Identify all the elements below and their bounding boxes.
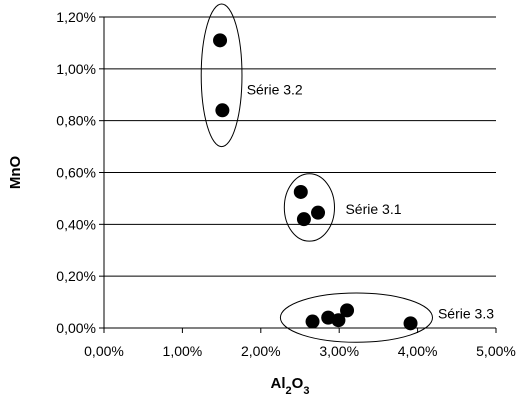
series-ellipse-2 [279, 292, 433, 343]
series-label-2: Série 3.3 [438, 306, 494, 322]
y-tick-label-5: 1,00% [56, 61, 96, 77]
y-tick-label-1: 0,20% [56, 268, 96, 284]
series-ellipse-1 [283, 173, 335, 242]
data-point-1-1 [311, 205, 326, 220]
data-point-0-1 [215, 103, 230, 118]
data-point-0-0 [213, 33, 228, 48]
x-axis-title: Al2O3 [271, 375, 310, 396]
data-point-1-2 [296, 212, 311, 227]
x-tick-label-5: 5,00% [476, 343, 516, 359]
y-axis-title: MnO [7, 156, 24, 190]
series-label-0: Série 3.2 [247, 82, 303, 98]
data-point-2-4 [403, 316, 418, 331]
x-tick-label-0: 0,00% [84, 343, 124, 359]
series-labels: Série 3.2 Série 3.1 Série 3.3 [247, 82, 495, 322]
y-tick-label-6: 1,20% [56, 9, 96, 25]
series-ellipses [200, 3, 433, 343]
y-tick-label-2: 0,40% [56, 216, 96, 232]
y-tick-label-0: 0,00% [56, 320, 96, 336]
x-axis-tick-labels: 0,00% 1,00% 2,00% 3,00% 4,00% 5,00% [84, 343, 516, 359]
series-label-1: Série 3.1 [345, 201, 401, 217]
y-tick-label-3: 0,60% [56, 165, 96, 181]
data-point-2-0 [305, 314, 320, 329]
data-point-2-3 [340, 303, 355, 318]
y-tick-label-4: 0,80% [56, 113, 96, 129]
data-points [213, 33, 418, 331]
x-tick-label-4: 4,00% [398, 343, 438, 359]
data-point-1-0 [293, 184, 308, 199]
x-tick-label-3: 3,00% [319, 343, 359, 359]
gridlines [99, 16, 497, 333]
series-ellipse-0 [200, 3, 243, 148]
x-tick-label-1: 1,00% [163, 343, 203, 359]
x-tick-label-2: 2,00% [241, 343, 281, 359]
y-axis-tick-labels: 0,00% 0,20% 0,40% 0,60% 0,80% 1,00% 1,20% [56, 9, 96, 336]
data-point-2-2 [331, 313, 346, 328]
